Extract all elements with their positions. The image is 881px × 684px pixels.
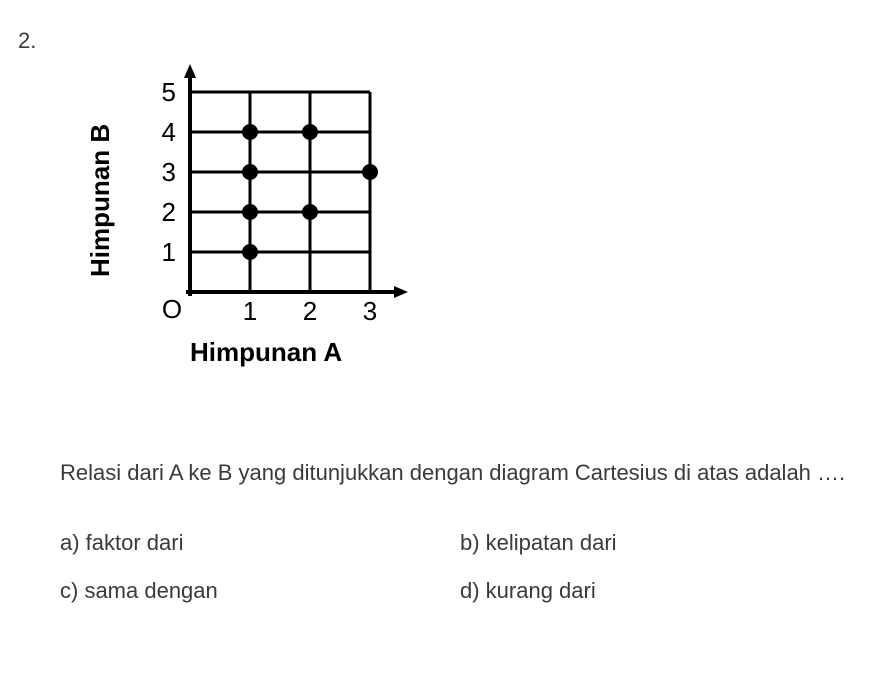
option-a[interactable]: a) faktor dari (60, 530, 460, 556)
x-axis-label: Himpunan A (190, 337, 342, 368)
option-d[interactable]: d) kurang dari (460, 578, 810, 604)
svg-text:4: 4 (162, 117, 176, 147)
question-text: Relasi dari A ke B yang ditunjukkan deng… (60, 460, 845, 486)
option-b[interactable]: b) kelipatan dari (460, 530, 810, 556)
svg-text:5: 5 (162, 77, 176, 107)
chart-svg: 1 2 3 4 5 1 2 3 O (135, 52, 425, 342)
y-axis-label: Himpunan B (85, 124, 116, 277)
svg-text:1: 1 (162, 237, 176, 267)
svg-text:3: 3 (162, 157, 176, 187)
question-number: 2. (18, 28, 36, 54)
svg-text:1: 1 (243, 296, 257, 326)
cartesius-diagram: Himpunan B 12345123O Himpunan A (95, 52, 435, 372)
option-c[interactable]: c) sama dengan (60, 578, 460, 604)
svg-text:2: 2 (162, 197, 176, 227)
options-container: a) faktor dari b) kelipatan dari c) sama… (60, 530, 820, 626)
svg-text:O: O (162, 294, 182, 324)
svg-text:2: 2 (303, 296, 317, 326)
svg-text:3: 3 (363, 296, 377, 326)
